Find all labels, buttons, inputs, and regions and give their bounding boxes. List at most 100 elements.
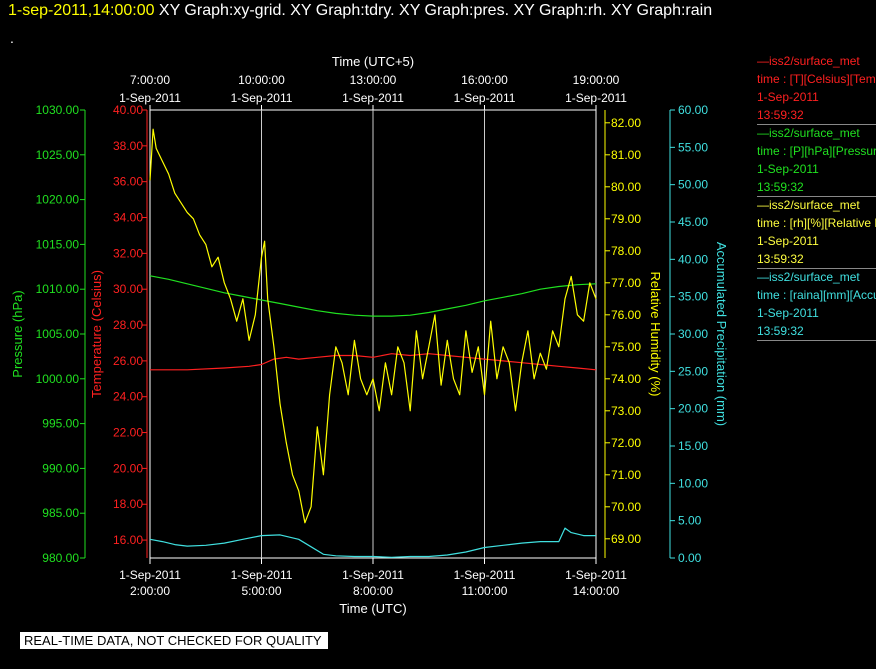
humidity-tick-label: 79.00: [611, 212, 641, 226]
temperature-tick-label: 24.00: [113, 390, 143, 404]
title-timestamp: 1-sep-2011,14:00:00: [8, 2, 155, 19]
legend-precipitation: —iss2/surface_met time : [raina][mm][Acc…: [757, 268, 876, 341]
legend-source: —iss2/surface_met: [757, 270, 860, 284]
x-bottom-tick-date: 1-Sep-2011: [454, 568, 516, 582]
pressure-series-line: [149, 275, 597, 317]
quality-warning: REAL-TIME DATA, NOT CHECKED FOR QUALITY: [20, 632, 328, 649]
humidity-tick-label: 71.00: [611, 468, 641, 482]
humidity-tick-label: 77.00: [611, 276, 641, 290]
x-top-tick-date: 1-Sep-2011: [231, 91, 293, 105]
temperature-tick-label: 40.00: [113, 103, 143, 117]
x-bottom-tick-time: 14:00:00: [573, 584, 620, 598]
humidity-series-line: [149, 128, 597, 524]
legend-source: —iss2/surface_met: [757, 54, 860, 68]
rain-tick-label: 15.00: [678, 439, 708, 453]
humidity-tick-label: 72.00: [611, 436, 641, 450]
legend-time: 13:59:32: [757, 324, 804, 338]
humidity-tick-label: 82.00: [611, 116, 641, 130]
x-top-tick-time: 16:00:00: [461, 73, 508, 87]
x-top-tick-time: 19:00:00: [573, 73, 620, 87]
temperature-tick-label: 28.00: [113, 318, 143, 332]
rain-tick-label: 45.00: [678, 215, 708, 229]
pressure-tick-label: 1020.00: [36, 193, 80, 207]
x-top-tick-time: 13:00:00: [350, 73, 397, 87]
humidity-tick-label: 76.00: [611, 308, 641, 322]
rain-tick-label: 50.00: [678, 178, 708, 192]
x-top-tick-date: 1-Sep-2011: [454, 91, 516, 105]
pressure-tick-label: 990.00: [42, 461, 79, 475]
temperature-tick-label: 16.00: [113, 533, 143, 547]
temperature-tick-label: 36.00: [113, 175, 143, 189]
temperature-axis-title: Temperature (Celsius): [89, 270, 104, 398]
legend-time: 13:59:32: [757, 252, 804, 266]
pressure-axis-title: Pressure (hPa): [10, 290, 25, 377]
temperature-series-line: [150, 353, 597, 371]
x-top-tick-time: 10:00:00: [238, 73, 285, 87]
pressure-tick-label: 1010.00: [36, 282, 80, 296]
rain-tick-label: 35.00: [678, 290, 708, 304]
legend-pressure: —iss2/surface_met time : [P][hPa][Pressu…: [757, 124, 876, 197]
rain-tick-label: 10.00: [678, 476, 708, 490]
humidity-tick-label: 80.00: [611, 180, 641, 194]
x-bottom-tick-date: 1-Sep-2011: [231, 568, 293, 582]
rain-tick-label: 30.00: [678, 327, 708, 341]
pressure-tick-label: 985.00: [42, 506, 79, 520]
legend-variable: time : [T][Celsius][Temperature]: [757, 72, 876, 86]
legend-source: —iss2/surface_met: [757, 126, 860, 140]
legend-date: 1-Sep-2011: [757, 162, 819, 176]
humidity-tick-label: 70.00: [611, 500, 641, 514]
humidity-tick-label: 73.00: [611, 404, 641, 418]
x-bottom-tick-time: 5:00:00: [241, 584, 281, 598]
legend-date: 1-Sep-2011: [757, 90, 819, 104]
rain-series-line: [149, 527, 596, 558]
window-title: 1-sep-2011,14:00:00 XY Graph:xy-grid. XY…: [8, 2, 712, 20]
temperature-tick-label: 32.00: [113, 246, 143, 260]
x-top-tick-date: 1-Sep-2011: [342, 91, 404, 105]
temperature-tick-label: 30.00: [113, 282, 143, 296]
legend-variable: time : [P][hPa][Pressure]: [757, 144, 876, 158]
legend-date: 1-Sep-2011: [757, 306, 819, 320]
x-bottom-tick-time: 11:00:00: [462, 584, 508, 598]
rain-tick-label: 0.00: [678, 551, 702, 565]
pressure-tick-label: 1005.00: [36, 327, 80, 341]
pressure-tick-label: 1025.00: [36, 148, 80, 162]
temperature-tick-label: 20.00: [113, 461, 143, 475]
legend-variable: time : [rh][%][Relative Humidity]: [757, 216, 876, 230]
legend-time: 13:59:32: [757, 108, 804, 122]
rain-tick-label: 20.00: [678, 402, 708, 416]
dot-marker: .: [10, 30, 14, 46]
rain-tick-label: 55.00: [678, 140, 708, 154]
humidity-axis-title: Relative Humidity (%): [648, 272, 663, 397]
legend-time: 13:59:32: [757, 180, 804, 194]
temperature-tick-label: 18.00: [113, 497, 143, 511]
x-bottom-tick-time: 2:00:00: [130, 584, 170, 598]
x-top-title: Time (UTC+5): [332, 54, 414, 69]
x-top-tick-date: 1-Sep-2011: [119, 91, 181, 105]
legend-humidity: —iss2/surface_met time : [rh][%][Relativ…: [757, 196, 876, 269]
humidity-tick-label: 69.00: [611, 532, 641, 546]
x-bottom-tick-date: 1-Sep-2011: [565, 568, 627, 582]
pressure-tick-label: 1000.00: [36, 372, 80, 386]
humidity-tick-label: 75.00: [611, 340, 641, 354]
humidity-tick-label: 78.00: [611, 244, 641, 258]
temperature-tick-label: 22.00: [113, 426, 143, 440]
rain-tick-label: 40.00: [678, 252, 708, 266]
x-top-tick-time: 7:00:00: [130, 73, 170, 87]
x-top-tick-date: 1-Sep-2011: [565, 91, 627, 105]
legend-date: 1-Sep-2011: [757, 234, 819, 248]
legend-variable: time : [raina][mm][Accumulated Precipita…: [757, 288, 876, 302]
title-graph-list: XY Graph:xy-grid. XY Graph:tdry. XY Grap…: [154, 2, 713, 19]
legend-temperature: —iss2/surface_met time : [T][Celsius][Te…: [757, 52, 876, 125]
rain-axis-title: Accumulated Precipitation (mm): [714, 242, 729, 426]
rain-tick-label: 60.00: [678, 103, 708, 117]
humidity-tick-label: 74.00: [611, 372, 641, 386]
pressure-tick-label: 980.00: [42, 551, 79, 565]
temperature-tick-label: 38.00: [113, 139, 143, 153]
pressure-tick-label: 1030.00: [36, 103, 80, 117]
legend-source: —iss2/surface_met: [757, 198, 860, 212]
x-bottom-tick-time: 8:00:00: [353, 584, 393, 598]
rain-tick-label: 25.00: [678, 364, 708, 378]
temperature-tick-label: 26.00: [113, 354, 143, 368]
humidity-tick-label: 81.00: [611, 148, 641, 162]
